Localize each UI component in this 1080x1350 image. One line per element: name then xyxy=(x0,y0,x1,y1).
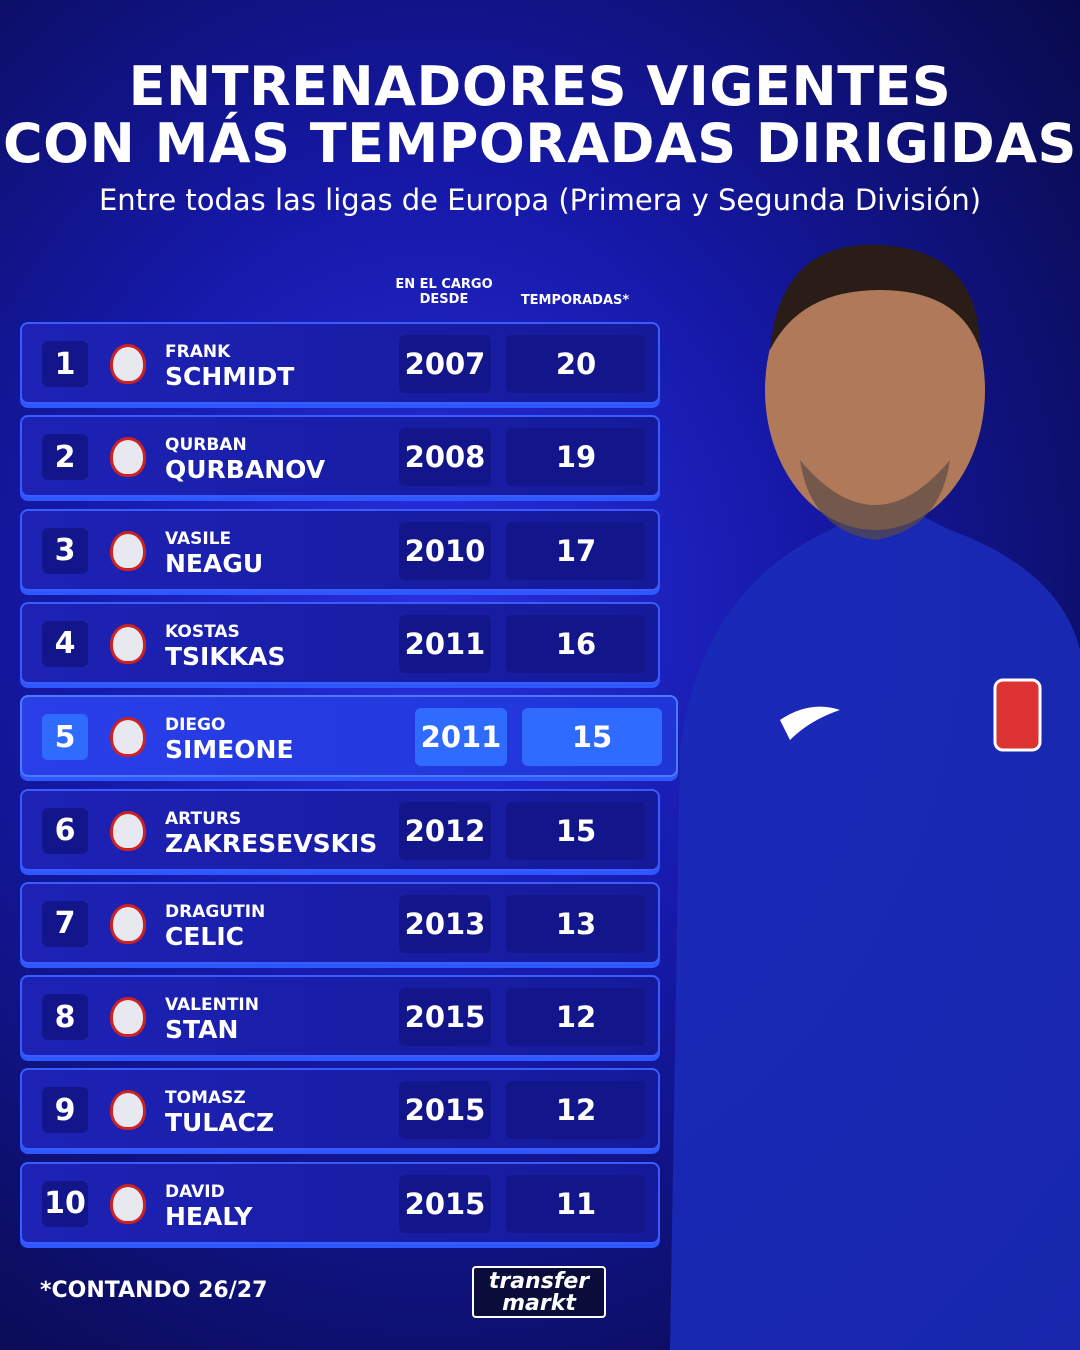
title: CON MÁS TEMPORADAS DIRIGIDAS xyxy=(3,112,1077,175)
club-crest xyxy=(110,344,146,384)
table-row: 7 DRAGUTIN CELIC 2013 13 xyxy=(20,881,660,964)
last-name: STAN xyxy=(165,1015,239,1045)
rank: 4 xyxy=(42,620,88,667)
logo-text: markt xyxy=(502,1291,576,1316)
column-header: EN EL CARGO DESDE xyxy=(395,277,493,307)
club-crest xyxy=(110,1183,146,1224)
coach-photo xyxy=(670,244,1080,1350)
first-name: VASILE xyxy=(165,528,232,549)
since-year: 2008 xyxy=(399,428,491,487)
table-row: 9 TOMASZ TULACZ 2015 12 xyxy=(20,1068,660,1151)
first-name: DAVID xyxy=(165,1181,225,1202)
first-name: DIEGO xyxy=(165,715,226,736)
first-name: DRAGUTIN xyxy=(165,901,266,922)
footnote: *CONTANDO 26/27 xyxy=(40,1278,268,1303)
seasons-count: 15 xyxy=(522,708,662,767)
last-name: CELIC xyxy=(165,921,245,951)
club-crest xyxy=(110,530,146,571)
rank: 1 xyxy=(42,341,88,387)
last-name: QURBANOV xyxy=(165,455,326,485)
logo-text: transfer xyxy=(488,1269,590,1294)
since-year: 2010 xyxy=(399,521,491,580)
last-name: SIMEONE xyxy=(165,735,294,765)
table-row: 3 VASILE NEAGU 2010 17 xyxy=(20,508,660,591)
table-row: 4 KOSTAS TSIKKAS 2011 16 xyxy=(20,601,660,684)
since-year: 2011 xyxy=(399,614,491,673)
rank: 3 xyxy=(42,527,88,574)
seasons-count: 15 xyxy=(506,801,646,860)
column-header: TEMPORADAS* xyxy=(520,293,630,308)
last-name: TULACZ xyxy=(165,1108,275,1138)
first-name: TOMASZ xyxy=(165,1088,246,1109)
club-crest xyxy=(110,623,146,664)
last-name: NEAGU xyxy=(165,548,264,578)
since-year: 2013 xyxy=(399,894,491,953)
first-name: KOSTAS xyxy=(165,621,240,642)
brand-logo: transfer markt xyxy=(472,1266,606,1318)
first-name: VALENTIN xyxy=(165,995,259,1016)
seasons-count: 13 xyxy=(506,894,646,953)
title: ENTRENADORES VIGENTES xyxy=(128,55,952,118)
club-crest xyxy=(110,1090,146,1131)
club-crest xyxy=(110,810,146,851)
last-name: ZAKRESEVSKIS xyxy=(165,828,378,858)
rank: 2 xyxy=(42,434,88,481)
seasons-count: 16 xyxy=(506,614,646,673)
since-year: 2015 xyxy=(399,1174,491,1233)
table-row: 6 ARTURS ZAKRESEVSKIS 2012 15 xyxy=(20,788,660,871)
since-year: 2015 xyxy=(399,1081,491,1140)
since-year: 2011 xyxy=(415,708,507,767)
club-crest xyxy=(110,903,146,944)
first-name: QURBAN xyxy=(165,435,247,456)
table-row: 2 QURBAN QURBANOV 2008 19 xyxy=(20,415,660,498)
club-crest xyxy=(110,437,146,478)
rank: 7 xyxy=(42,900,88,947)
rank: 5 xyxy=(42,714,88,761)
table-row: 8 VALENTIN STAN 2015 12 xyxy=(20,975,660,1058)
seasons-count: 17 xyxy=(506,521,646,580)
last-name: SCHMIDT xyxy=(165,362,295,391)
seasons-count: 12 xyxy=(506,988,646,1047)
rank: 8 xyxy=(42,994,88,1041)
table-row: 5 DIEGO SIMEONE 2011 15 xyxy=(20,695,678,778)
seasons-count: 19 xyxy=(506,428,646,487)
club-crest xyxy=(110,997,146,1038)
first-name: ARTURS xyxy=(165,808,242,829)
last-name: TSIKKAS xyxy=(165,641,286,671)
rank: 6 xyxy=(42,807,88,854)
table-row: 10 DAVID HEALY 2015 11 xyxy=(20,1161,660,1244)
club-crest xyxy=(110,717,146,758)
seasons-count: 11 xyxy=(506,1174,646,1233)
first-name: FRANK xyxy=(165,342,231,362)
table-row: 1 FRANK SCHMIDT 2007 20 xyxy=(20,322,660,404)
since-year: 2007 xyxy=(399,335,491,393)
seasons-count: 20 xyxy=(506,335,646,393)
since-year: 2015 xyxy=(399,988,491,1047)
seasons-count: 12 xyxy=(506,1081,646,1140)
subtitle: Entre todas las ligas de Europa (Primera… xyxy=(98,183,982,217)
last-name: HEALY xyxy=(165,1201,253,1231)
rank: 9 xyxy=(42,1087,88,1134)
rank: 10 xyxy=(42,1180,88,1227)
since-year: 2012 xyxy=(399,801,491,860)
